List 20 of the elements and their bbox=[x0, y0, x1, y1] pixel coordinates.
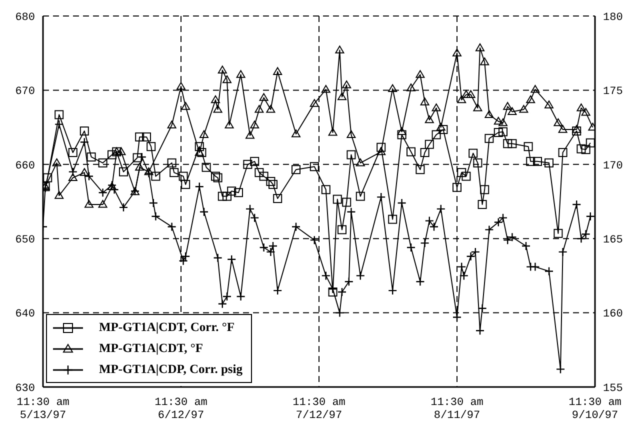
y2-tick-label: 160 bbox=[603, 308, 623, 321]
y-tick-label: 630 bbox=[15, 382, 35, 395]
x-tick-label: 11:30 am 9/10/97 bbox=[568, 397, 622, 422]
legend-label: MP-GT1A|CDT, °F bbox=[99, 341, 204, 356]
y-tick-label: 640 bbox=[15, 308, 35, 321]
legend-label: MP-GT1A|CDP, Corr. psig bbox=[99, 362, 242, 377]
x-tick-label: 11:30 am 7/12/97 bbox=[292, 397, 346, 422]
y-tick-label: 650 bbox=[15, 234, 35, 247]
y2-tick-label: 155 bbox=[603, 382, 623, 395]
x-tick-label: 11:30 am 8/11/97 bbox=[430, 397, 484, 422]
y2-tick-label: 165 bbox=[603, 234, 623, 247]
y2-tick-label: 170 bbox=[603, 160, 623, 172]
x-tick-label: 11:30 am 6/12/97 bbox=[154, 397, 208, 422]
x-tick-label: 11:30 am 5/13/97 bbox=[16, 397, 70, 422]
y-tick-label: 680 bbox=[15, 12, 35, 24]
y-tick-label: 670 bbox=[15, 86, 35, 98]
legend-label: MP-GT1A|CDT, Corr. °F bbox=[99, 320, 235, 335]
y2-tick-label: 180 bbox=[603, 12, 623, 24]
y2-tick-label: 175 bbox=[603, 86, 623, 98]
y-tick-label: 660 bbox=[15, 160, 35, 172]
